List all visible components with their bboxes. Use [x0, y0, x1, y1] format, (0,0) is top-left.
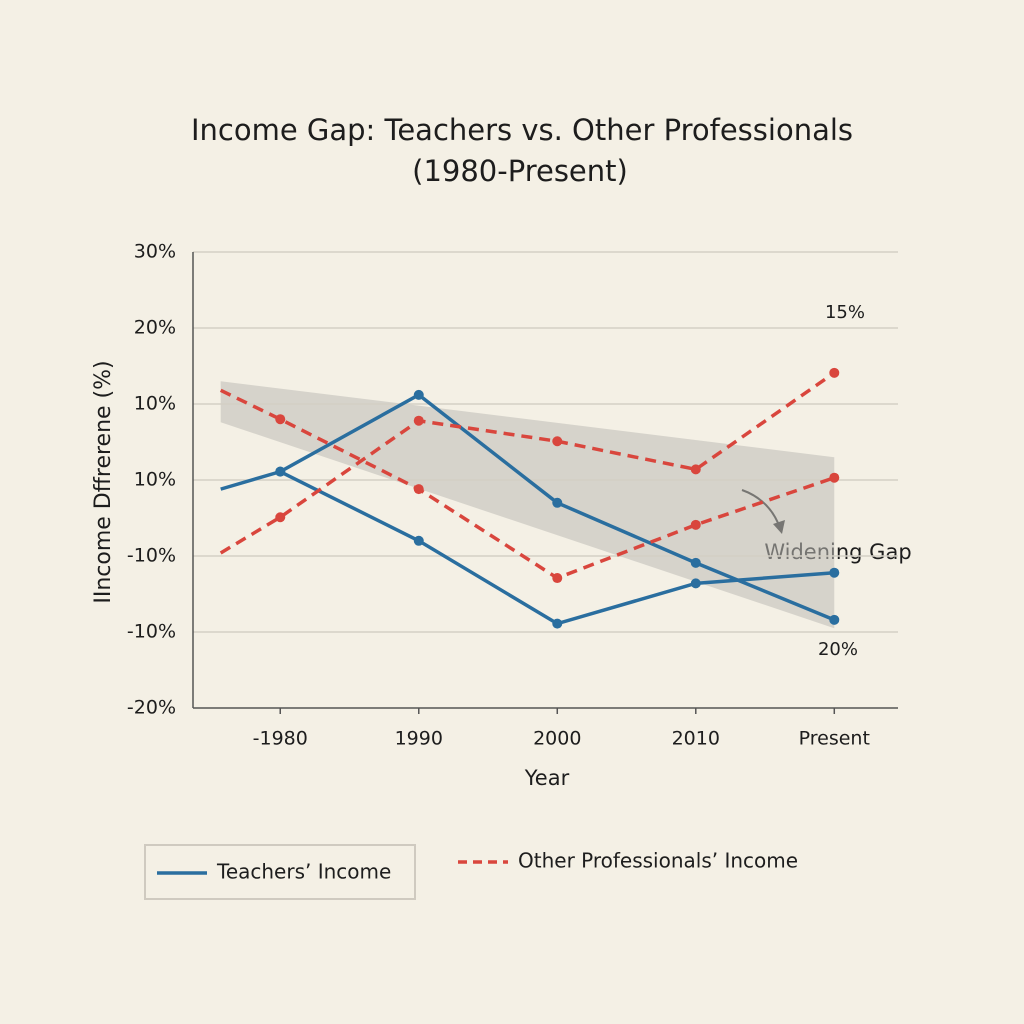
data-point — [829, 472, 840, 483]
annotation: 20% — [818, 639, 858, 660]
series-line — [220, 392, 835, 622]
data-point — [829, 367, 840, 378]
data-point — [552, 497, 563, 508]
y-tick-label: -20% — [127, 697, 176, 719]
data-point — [413, 415, 424, 426]
data-point — [690, 578, 701, 589]
data-point — [690, 519, 701, 530]
x-axis-label: Year — [524, 766, 570, 790]
chart-subtitle: (1980-Present) — [412, 154, 628, 188]
data-point — [552, 436, 563, 447]
legend-box — [144, 844, 416, 900]
x-tick-label: 1990 — [395, 728, 443, 750]
annotation: 15% — [825, 302, 865, 323]
data-point — [690, 557, 701, 568]
series-line — [219, 371, 836, 555]
chart-title: Income Gap: Teachers vs. Other Professio… — [191, 113, 853, 147]
y-axis-label: IIncome Dffrerene (%) — [91, 360, 116, 603]
legend-label: Teachers’ Income — [216, 860, 391, 884]
data-point — [413, 535, 424, 546]
gap-band — [220, 381, 835, 629]
series-line — [219, 388, 835, 580]
data-point — [275, 512, 286, 523]
x-tick-label: -1980 — [253, 728, 308, 750]
data-point — [552, 573, 563, 584]
legend-label: Other Professionals’ Income — [518, 849, 798, 873]
x-tick-label: 2010 — [672, 728, 720, 750]
data-point — [413, 389, 424, 400]
y-tick-label: 30% — [134, 241, 176, 263]
y-tick-label: -10% — [127, 621, 176, 643]
data-point — [829, 567, 840, 578]
data-point — [552, 618, 563, 629]
y-tick-label: 20% — [134, 317, 176, 339]
data-point — [829, 614, 840, 625]
y-tick-label: 10% — [134, 393, 176, 415]
x-tick-label: 2000 — [533, 728, 581, 750]
data-point — [275, 466, 286, 477]
y-tick-label: -10% — [127, 545, 176, 567]
data-point — [690, 464, 701, 475]
data-point — [413, 484, 424, 495]
x-tick-label: Present — [799, 728, 870, 750]
y-tick-label: 10% — [134, 469, 176, 491]
data-point — [275, 414, 286, 425]
